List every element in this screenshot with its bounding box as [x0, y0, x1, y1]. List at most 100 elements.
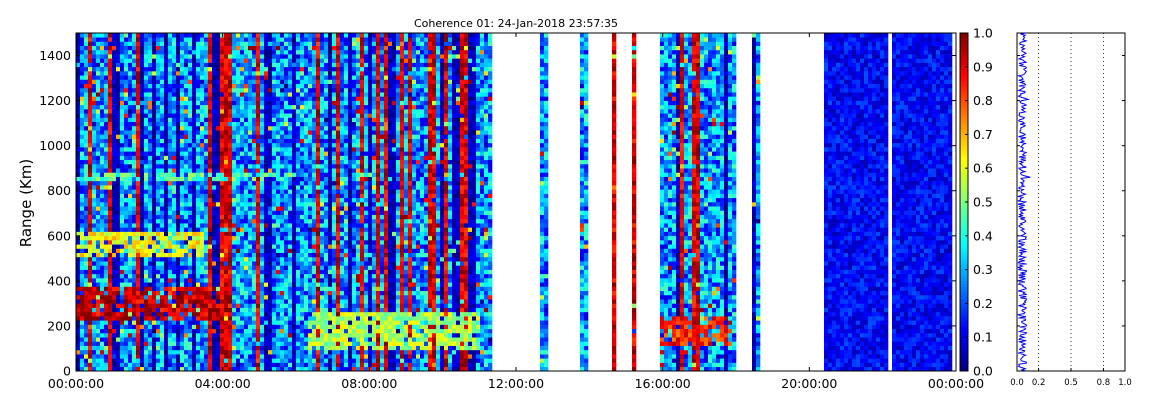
heatmap-cell — [296, 130, 301, 135]
heatmap-cell — [312, 345, 317, 351]
heatmap-cell — [140, 214, 145, 220]
heatmap-cell — [228, 299, 233, 304]
heatmap-cell — [136, 75, 141, 80]
heatmap-cell — [284, 349, 289, 355]
heatmap-cell — [188, 286, 193, 292]
heatmap-cell — [96, 354, 101, 359]
heatmap-cell — [264, 83, 269, 89]
heatmap-cell — [116, 210, 121, 215]
heatmap-cell — [236, 202, 241, 207]
heatmap-cell — [252, 37, 257, 42]
heatmap-cell — [196, 214, 201, 220]
heatmap-cell — [116, 155, 121, 161]
heatmap-cell — [232, 104, 237, 110]
heatmap-cell — [236, 134, 241, 139]
heatmap-cell — [164, 324, 169, 330]
heatmap-cell — [244, 324, 249, 330]
heatmap-cell — [108, 252, 113, 258]
heatmap-cell — [148, 159, 153, 165]
heatmap-cell — [296, 104, 301, 110]
heatmap-cell — [144, 147, 149, 152]
heatmap-cell — [124, 261, 129, 266]
heatmap-cell — [208, 320, 213, 325]
heatmap-cell — [96, 252, 101, 258]
heatmap-cell — [156, 151, 161, 156]
heatmap-cell — [228, 104, 233, 110]
heatmap-cell — [88, 66, 93, 72]
heatmap-cell — [268, 121, 273, 127]
heatmap-cell — [172, 37, 177, 42]
heatmap-cell — [236, 41, 241, 46]
heatmap-cell — [312, 58, 317, 63]
heatmap-cell — [280, 261, 285, 266]
heatmap-cell — [184, 75, 189, 80]
heatmap-cell — [296, 223, 301, 228]
heatmap-cell — [172, 299, 177, 304]
heatmap-cell — [244, 66, 249, 72]
heatmap-cell — [180, 235, 185, 241]
heatmap-cell — [76, 37, 81, 42]
heatmap-cell — [284, 303, 289, 308]
heatmap-cell — [176, 100, 181, 106]
heatmap-cell — [300, 130, 305, 135]
heatmap-cell — [104, 265, 109, 270]
heatmap-cell — [76, 66, 81, 72]
heatmap-cell — [116, 256, 121, 262]
heatmap-cell — [216, 324, 221, 330]
heatmap-cell — [312, 240, 317, 245]
heatmap-cell — [128, 189, 133, 194]
heatmap-cell — [264, 155, 269, 161]
heatmap-cell — [164, 256, 169, 262]
heatmap-cell — [236, 223, 241, 228]
heatmap-cell — [156, 299, 161, 304]
heatmap-cell — [272, 197, 277, 203]
heatmap-cell — [260, 282, 265, 287]
heatmap-cell — [120, 286, 125, 292]
heatmap-cell — [76, 231, 81, 237]
heatmap-cell — [312, 189, 317, 194]
heatmap-cell — [104, 311, 109, 317]
heatmap-cell — [92, 151, 97, 156]
heatmap-cell — [320, 168, 325, 173]
heatmap-cell — [280, 294, 285, 300]
heatmap-cell — [144, 223, 149, 228]
heatmap-cell — [84, 231, 89, 237]
heatmap-cell — [168, 358, 173, 363]
heatmap-cell — [124, 130, 129, 135]
heatmap-cell — [140, 362, 145, 368]
heatmap-cell — [160, 345, 165, 351]
heatmap-cell — [80, 256, 85, 262]
heatmap-cell — [184, 206, 189, 211]
heatmap-cell — [280, 235, 285, 241]
heatmap-cell — [296, 193, 301, 199]
heatmap-cell — [272, 358, 277, 363]
heatmap-cell — [316, 299, 321, 304]
heatmap-cell — [144, 151, 149, 156]
heatmap-cell — [92, 66, 97, 72]
heatmap-cell — [172, 134, 177, 139]
heatmap-cell — [112, 62, 117, 68]
heatmap-cell — [240, 307, 245, 313]
heatmap-cell — [288, 282, 293, 287]
heatmap-cell — [192, 337, 197, 342]
heatmap-cell — [164, 299, 169, 304]
heatmap-cell — [100, 282, 105, 287]
heatmap-cell — [168, 316, 173, 321]
heatmap-cell — [288, 332, 293, 338]
heatmap-cell — [232, 303, 237, 308]
heatmap-cell — [76, 214, 81, 220]
heatmap-cell — [96, 109, 101, 114]
heatmap-cell — [124, 197, 129, 203]
heatmap-cell — [292, 328, 297, 334]
heatmap-cell — [80, 41, 85, 46]
heatmap-cell — [256, 100, 261, 106]
heatmap-cell — [172, 117, 177, 123]
heatmap-cell — [288, 159, 293, 165]
heatmap-cell — [280, 299, 285, 304]
heatmap-cell — [276, 354, 281, 359]
heatmap-cell — [280, 332, 285, 338]
heatmap-cell — [236, 307, 241, 313]
heatmap-cell — [216, 299, 221, 304]
heatmap-cell — [256, 66, 261, 72]
heatmap-cell — [168, 341, 173, 346]
